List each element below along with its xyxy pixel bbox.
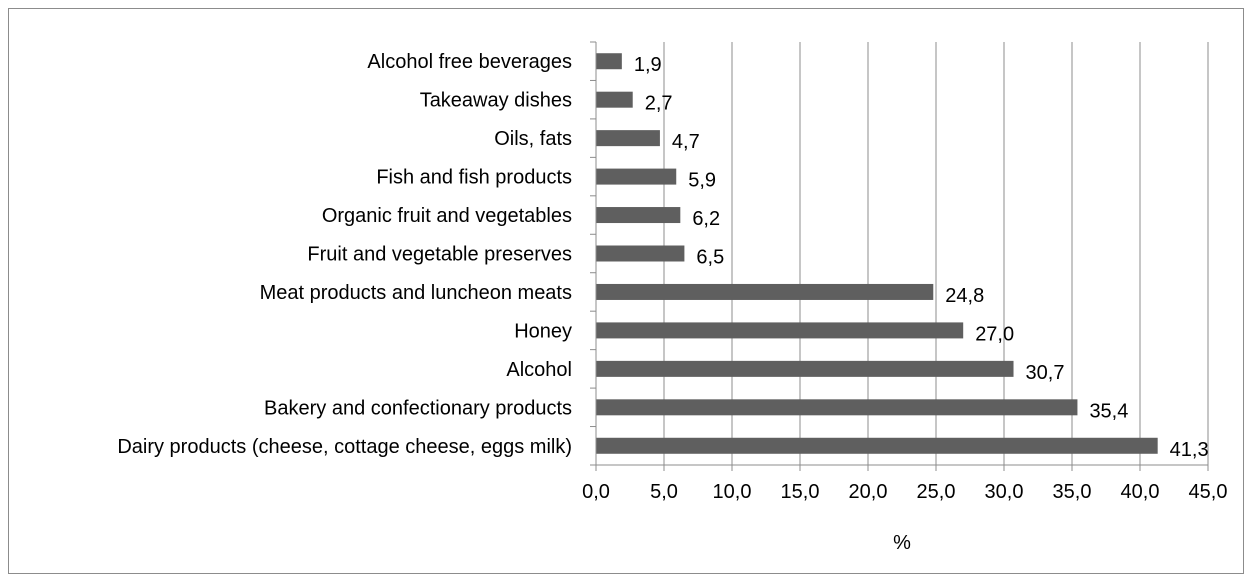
data-label: 30,7 bbox=[1026, 362, 1065, 384]
data-label: 5,9 bbox=[688, 170, 716, 192]
category-label: Oils, fats bbox=[494, 128, 572, 150]
bar bbox=[596, 245, 685, 262]
x-tick-label: 15,0 bbox=[781, 481, 820, 503]
labels: 0,0 5,0 10,0 15,0 20,0 25,0 30,0 35,0 40,0 45,0 Al… bbox=[117, 51, 1227, 503]
category-label: Fruit and vegetable preserves bbox=[307, 244, 572, 266]
bar bbox=[596, 360, 1014, 377]
bars bbox=[596, 53, 1158, 454]
data-label: 41,3 bbox=[1170, 439, 1209, 461]
axes bbox=[590, 41, 1209, 471]
x-tick-label: 35,0 bbox=[1053, 481, 1092, 503]
data-label: 4,7 bbox=[672, 131, 700, 153]
category-label: Meat products and luncheon meats bbox=[260, 282, 572, 304]
category-label: Organic fruit and vegetables bbox=[322, 205, 572, 227]
category-label: Honey bbox=[514, 320, 572, 342]
data-label: 2,7 bbox=[645, 93, 673, 115]
category-label: Dairy products (cheese, cottage cheese, … bbox=[117, 436, 572, 458]
data-label: 24,8 bbox=[945, 285, 984, 307]
x-tick-label: 0,0 bbox=[582, 481, 610, 503]
category-label: Alcohol bbox=[506, 359, 572, 381]
category-label: Alcohol free beverages bbox=[367, 51, 572, 73]
gridlines bbox=[663, 42, 1209, 465]
bar bbox=[596, 207, 681, 224]
bar bbox=[596, 53, 622, 70]
bar bbox=[596, 168, 677, 185]
x-tick-label: 20,0 bbox=[849, 481, 888, 503]
bar bbox=[596, 322, 964, 339]
data-label: 6,5 bbox=[696, 247, 724, 269]
bar bbox=[596, 130, 660, 147]
data-label: 6,2 bbox=[692, 208, 720, 230]
x-axis-title: % bbox=[893, 532, 911, 554]
x-tick-label: 45,0 bbox=[1189, 481, 1228, 503]
x-tick-label: 10,0 bbox=[713, 481, 752, 503]
bar bbox=[596, 91, 633, 108]
bar bbox=[596, 399, 1078, 416]
x-tick-label: 25,0 bbox=[917, 481, 956, 503]
category-label: Bakery and confectionary products bbox=[264, 397, 572, 419]
x-tick-label: 5,0 bbox=[650, 481, 678, 503]
data-label: 1,9 bbox=[634, 54, 662, 76]
data-label: 27,0 bbox=[975, 323, 1014, 345]
bar bbox=[596, 283, 934, 300]
data-label: 35,4 bbox=[1089, 400, 1128, 422]
category-label: Takeaway dishes bbox=[420, 90, 572, 112]
category-label: Fish and fish products bbox=[376, 167, 572, 189]
x-tick-label: 30,0 bbox=[985, 481, 1024, 503]
x-tick-label: 40,0 bbox=[1121, 481, 1160, 503]
bar bbox=[596, 437, 1158, 454]
